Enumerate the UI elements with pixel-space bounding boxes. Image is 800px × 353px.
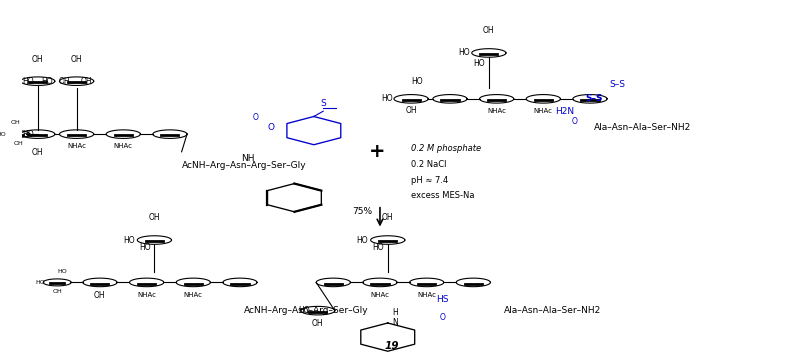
Text: S: S <box>320 99 326 108</box>
Text: OH: OH <box>312 319 323 328</box>
Text: AcNH–Arg–Asn–Arg–Ser–Gly: AcNH–Arg–Asn–Arg–Ser–Gly <box>182 161 306 170</box>
Text: HO: HO <box>382 94 393 103</box>
Text: OH: OH <box>11 120 21 125</box>
Text: HO: HO <box>123 235 135 245</box>
Text: OH: OH <box>406 106 417 115</box>
Text: NHAc: NHAc <box>184 292 202 298</box>
Text: OH: OH <box>52 289 62 294</box>
Text: OH: OH <box>94 291 106 300</box>
Text: HS: HS <box>436 295 449 304</box>
Text: NHAc: NHAc <box>417 292 436 298</box>
Text: HO: HO <box>298 306 310 315</box>
Text: NHAc: NHAc <box>114 143 133 149</box>
Text: HO: HO <box>458 48 470 58</box>
Text: O: O <box>439 313 445 322</box>
Text: OH: OH <box>58 77 70 86</box>
Text: OH: OH <box>382 214 394 222</box>
Text: NHAc: NHAc <box>534 108 553 114</box>
Text: Ala–Asn–Ala–Ser–NH2: Ala–Asn–Ala–Ser–NH2 <box>594 122 691 132</box>
Text: O: O <box>571 117 578 126</box>
Text: 0.2 M phosphate: 0.2 M phosphate <box>411 144 482 153</box>
Text: HO: HO <box>0 132 6 137</box>
Text: OH: OH <box>149 214 160 222</box>
Text: OH: OH <box>81 77 92 86</box>
Text: HO: HO <box>36 280 46 285</box>
Text: S–S: S–S <box>585 94 602 103</box>
Text: H
N: H N <box>393 308 398 327</box>
Text: NHAc: NHAc <box>370 292 390 298</box>
Text: OH: OH <box>32 148 43 157</box>
Text: HO: HO <box>411 78 422 86</box>
Text: H2N: H2N <box>555 107 574 116</box>
Text: OH: OH <box>70 55 82 64</box>
Text: HO: HO <box>22 77 34 86</box>
Text: HO: HO <box>57 269 67 274</box>
Text: S–S: S–S <box>610 80 626 89</box>
Text: OH: OH <box>32 55 43 64</box>
Text: HO: HO <box>22 130 34 139</box>
Text: NHAc: NHAc <box>67 143 86 149</box>
Text: 0.2 NaCl: 0.2 NaCl <box>411 160 446 169</box>
Text: OH: OH <box>14 141 23 146</box>
Text: NHAc: NHAc <box>487 108 506 114</box>
Text: 19: 19 <box>384 341 399 351</box>
Text: 75%: 75% <box>352 207 372 216</box>
Text: OH: OH <box>483 26 494 35</box>
Text: pH ≈ 7.4: pH ≈ 7.4 <box>411 175 448 185</box>
Text: AcNH–Arg–Asn–Arg–Ser–Gly: AcNH–Arg–Asn–Arg–Ser–Gly <box>244 306 369 315</box>
Text: HO: HO <box>139 243 150 252</box>
Text: O: O <box>253 113 258 122</box>
Text: HO: HO <box>357 235 368 245</box>
Text: HO: HO <box>474 59 485 68</box>
Text: NH: NH <box>241 154 254 163</box>
Text: HO: HO <box>42 77 54 86</box>
Text: +: + <box>369 142 385 161</box>
Text: excess MES-Na: excess MES-Na <box>411 191 474 201</box>
Text: NHAc: NHAc <box>137 292 156 298</box>
Text: O: O <box>267 122 274 132</box>
Text: HO: HO <box>372 243 384 252</box>
Text: Ala–Asn–Ala–Ser–NH2: Ala–Asn–Ala–Ser–NH2 <box>505 306 602 315</box>
